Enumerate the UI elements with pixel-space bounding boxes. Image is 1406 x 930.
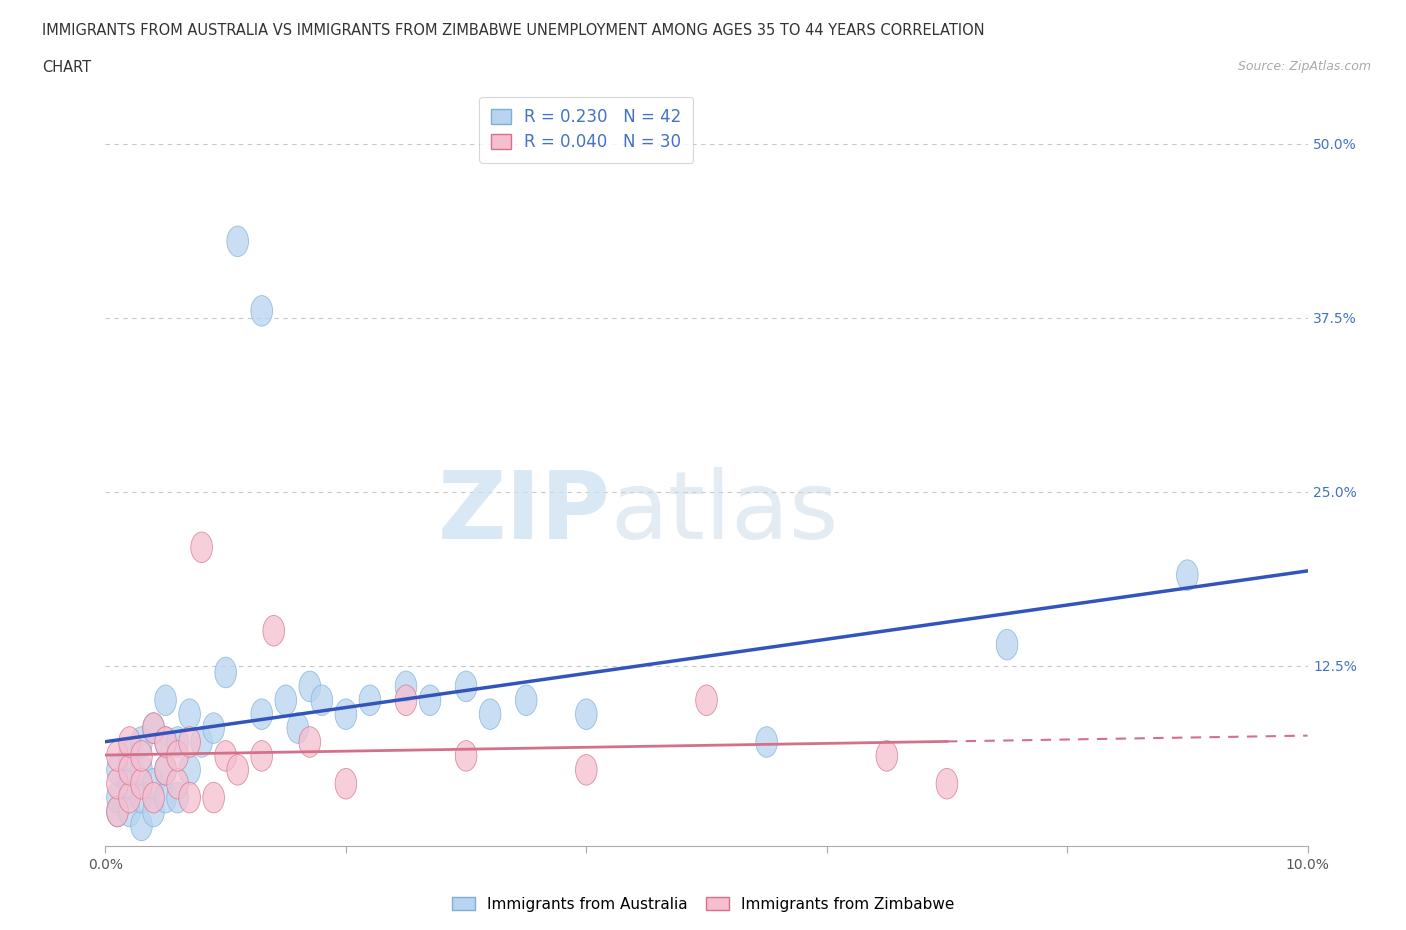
Ellipse shape [131,768,152,799]
Ellipse shape [143,712,165,743]
Ellipse shape [167,726,188,757]
Ellipse shape [202,712,225,743]
Ellipse shape [118,768,141,799]
Ellipse shape [118,754,141,785]
Ellipse shape [395,685,416,715]
Ellipse shape [516,685,537,715]
Ellipse shape [118,726,141,757]
Ellipse shape [131,782,152,813]
Ellipse shape [263,616,284,646]
Ellipse shape [131,740,152,771]
Legend: Immigrants from Australia, Immigrants from Zimbabwe: Immigrants from Australia, Immigrants fr… [446,890,960,918]
Text: IMMIGRANTS FROM AUSTRALIA VS IMMIGRANTS FROM ZIMBABWE UNEMPLOYMENT AMONG AGES 35: IMMIGRANTS FROM AUSTRALIA VS IMMIGRANTS … [42,23,984,38]
Ellipse shape [696,685,717,715]
Ellipse shape [107,768,128,799]
Ellipse shape [299,726,321,757]
Text: Source: ZipAtlas.com: Source: ZipAtlas.com [1237,60,1371,73]
Ellipse shape [226,226,249,257]
Ellipse shape [179,782,201,813]
Ellipse shape [936,768,957,799]
Ellipse shape [395,671,416,701]
Ellipse shape [191,532,212,563]
Text: atlas: atlas [610,467,838,559]
Ellipse shape [167,782,188,813]
Ellipse shape [179,726,201,757]
Ellipse shape [287,712,308,743]
Ellipse shape [143,796,165,827]
Ellipse shape [167,740,188,771]
Ellipse shape [226,754,249,785]
Ellipse shape [155,726,176,757]
Ellipse shape [191,726,212,757]
Ellipse shape [359,685,381,715]
Ellipse shape [118,782,141,813]
Ellipse shape [335,768,357,799]
Ellipse shape [131,754,152,785]
Ellipse shape [155,782,176,813]
Ellipse shape [143,712,165,743]
Ellipse shape [419,685,441,715]
Ellipse shape [143,768,165,799]
Ellipse shape [155,726,176,757]
Ellipse shape [131,726,152,757]
Ellipse shape [155,754,176,785]
Ellipse shape [335,698,357,729]
Ellipse shape [179,698,201,729]
Ellipse shape [179,754,201,785]
Ellipse shape [997,630,1018,660]
Ellipse shape [575,754,598,785]
Ellipse shape [118,796,141,827]
Ellipse shape [131,810,152,841]
Ellipse shape [276,685,297,715]
Ellipse shape [876,740,897,771]
Ellipse shape [250,740,273,771]
Ellipse shape [299,671,321,701]
Ellipse shape [456,671,477,701]
Ellipse shape [479,698,501,729]
Ellipse shape [311,685,333,715]
Ellipse shape [107,796,128,827]
Ellipse shape [1177,560,1198,591]
Text: ZIP: ZIP [437,467,610,559]
Ellipse shape [250,296,273,326]
Ellipse shape [456,740,477,771]
Ellipse shape [155,685,176,715]
Ellipse shape [107,796,128,827]
Ellipse shape [107,740,128,771]
Ellipse shape [756,726,778,757]
Legend: R = 0.230   N = 42, R = 0.040   N = 30: R = 0.230 N = 42, R = 0.040 N = 30 [479,97,693,163]
Ellipse shape [155,754,176,785]
Ellipse shape [215,658,236,688]
Ellipse shape [143,782,165,813]
Ellipse shape [107,754,128,785]
Ellipse shape [202,782,225,813]
Ellipse shape [107,782,128,813]
Ellipse shape [167,768,188,799]
Ellipse shape [250,698,273,729]
Ellipse shape [575,698,598,729]
Ellipse shape [215,740,236,771]
Ellipse shape [118,740,141,771]
Text: CHART: CHART [42,60,91,75]
